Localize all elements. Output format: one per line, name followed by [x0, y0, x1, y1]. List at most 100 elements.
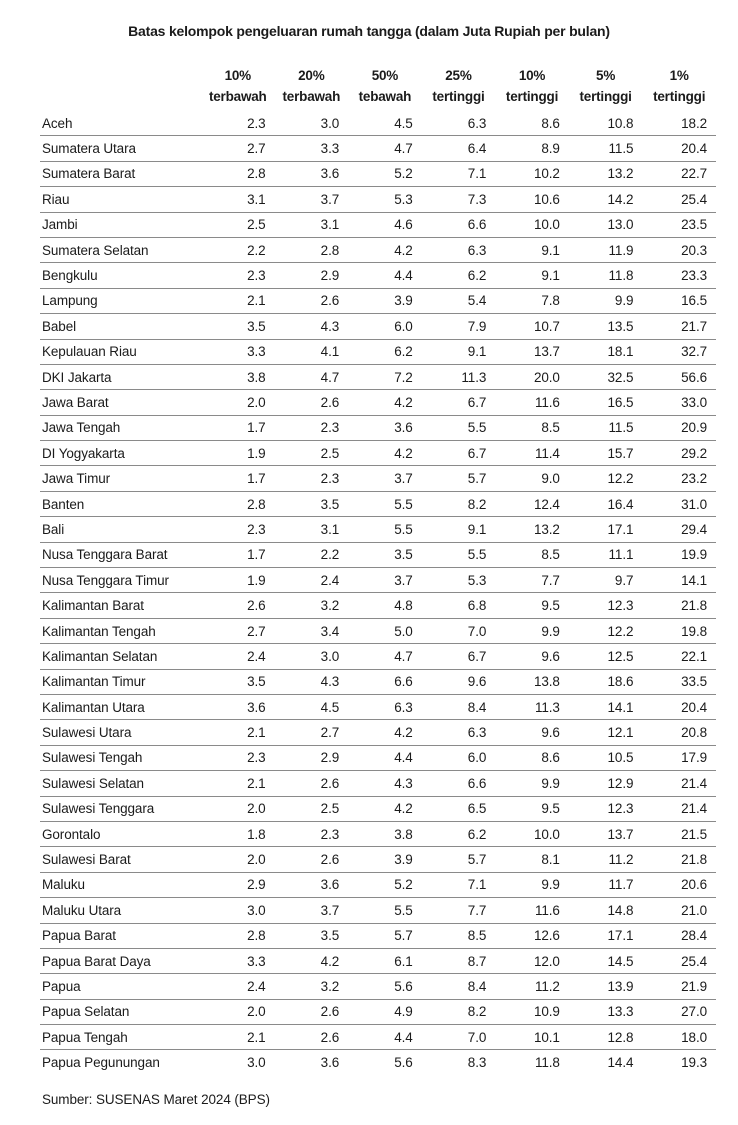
- value-cell: 10.5: [607, 750, 634, 766]
- value-cell: 9.5: [541, 598, 560, 614]
- value-cell: 20.3: [681, 242, 707, 258]
- column-header-group: tertinggi: [505, 89, 559, 104]
- value-cell: 14.5: [607, 953, 634, 969]
- value-cell: 5.7: [467, 852, 487, 868]
- value-cell: 6.6: [394, 674, 413, 690]
- province-name: Papua Barat: [42, 928, 116, 944]
- value-cell: 2.7: [320, 725, 340, 741]
- table-row: Sumatera Selatan 2.2 2.8 4.2 6.3 9.1 11.9 20.3: [40, 237, 716, 262]
- value-cell: 7.0: [467, 1029, 487, 1045]
- province-name: Kalimantan Timur: [42, 674, 146, 690]
- table-row: Sulawesi Barat 2.0 2.6 3.9 5.7 8.1 11.2 21.8: [40, 846, 716, 872]
- value-cell: 12.4: [533, 496, 560, 512]
- value-cell: 2.8: [247, 166, 266, 182]
- value-cell: 20.9: [681, 420, 707, 436]
- value-cell: 2.9: [247, 877, 266, 893]
- value-cell: 20.6: [681, 877, 707, 893]
- value-cell: 6.2: [394, 344, 413, 360]
- value-cell: 11.1: [608, 547, 634, 563]
- column-header-group: terbawah: [208, 89, 267, 104]
- value-cell: 21.9: [681, 978, 707, 994]
- value-cell: 11.2: [534, 978, 560, 994]
- value-cell: 12.3: [607, 598, 634, 614]
- value-cell: 17.9: [681, 750, 707, 766]
- column-header-group: tertinggi: [432, 89, 485, 104]
- value-cell: 4.3: [320, 674, 340, 690]
- table-row: Riau 3.1 3.7 5.3 7.3 10.6 14.2 25.4: [40, 186, 716, 212]
- column-header-group: tebawah: [358, 89, 412, 104]
- value-cell: 14.1: [681, 572, 707, 588]
- value-cell: 14.1: [607, 699, 634, 715]
- value-cell: 11.6: [534, 394, 560, 410]
- value-cell: 7.7: [467, 902, 487, 918]
- value-cell: 6.6: [467, 775, 487, 791]
- value-cell: 9.1: [467, 344, 487, 360]
- province-name: Sumatera Utara: [42, 141, 136, 157]
- value-cell: 5.3: [394, 191, 413, 207]
- value-cell: 7.7: [541, 572, 560, 588]
- province-name: Papua Pegunungan: [42, 1055, 160, 1071]
- value-cell: 10.0: [533, 217, 560, 233]
- value-cell: 4.9: [394, 1004, 413, 1020]
- table-row: Kepulauan Riau 3.3 4.1 6.2 9.1 13.7 18.1 32.7: [40, 339, 716, 364]
- value-cell: 3.5: [320, 496, 340, 512]
- value-cell: 32.7: [681, 344, 707, 360]
- value-cell: 21.8: [681, 598, 707, 614]
- value-cell: 6.7: [467, 648, 487, 664]
- value-cell: 18.0: [681, 1029, 707, 1045]
- province-name: Babel: [42, 318, 77, 334]
- province-name: Jambi: [42, 217, 78, 233]
- value-cell: 3.6: [320, 166, 340, 182]
- province-name: Bengkulu: [42, 268, 98, 284]
- value-cell: 9.0: [541, 471, 560, 487]
- table-row: Sulawesi Tenggara 2.0 2.5 4.2 6.5 9.5 12.3 21.4: [40, 796, 716, 821]
- corner-cell: [40, 65, 201, 111]
- table-body: Aceh 2.3 3.0 4.5 6.3 8.6 10.8 18.2 Sumatera Utar…: [40, 111, 716, 1075]
- province-name: Papua Selatan: [42, 1004, 130, 1020]
- value-cell: 9.9: [541, 623, 560, 639]
- value-cell: 9.7: [614, 572, 634, 588]
- value-cell: 3.0: [247, 1055, 266, 1071]
- province-name: Sulawesi Utara: [42, 725, 132, 741]
- value-cell: 13.8: [533, 674, 560, 690]
- value-cell: 6.3: [467, 115, 487, 131]
- value-cell: 8.3: [467, 1055, 487, 1071]
- value-cell: 19.8: [681, 623, 707, 639]
- table-row: Jawa Tengah 1.7 2.3 3.6 5.5 8.5 11.5 20.9: [40, 415, 716, 440]
- value-cell: 5.6: [394, 978, 413, 994]
- expenditure-table: 10% terbawah 20% terbawah 50% tebawah 25% terti…: [40, 65, 716, 1075]
- value-cell: 4.3: [394, 775, 413, 791]
- value-cell: 2.4: [247, 978, 266, 994]
- value-cell: 3.2: [320, 978, 340, 994]
- value-cell: 16.4: [607, 496, 634, 512]
- value-cell: 3.6: [394, 420, 413, 436]
- value-cell: 3.5: [247, 674, 266, 690]
- value-cell: 4.4: [394, 268, 413, 284]
- value-cell: 18.1: [607, 344, 634, 360]
- table-header: 10% terbawah 20% terbawah 50% tebawah 25% terti…: [40, 65, 716, 111]
- province-name: Sulawesi Tenggara: [42, 801, 155, 817]
- value-cell: 4.2: [320, 953, 340, 969]
- value-cell: 5.5: [467, 420, 487, 436]
- value-cell: 8.2: [467, 496, 487, 512]
- value-cell: 8.6: [541, 115, 560, 131]
- province-name: Papua Tengah: [42, 1029, 128, 1045]
- value-cell: 10.6: [533, 191, 560, 207]
- value-cell: 2.0: [247, 1004, 266, 1020]
- value-cell: 12.2: [607, 471, 634, 487]
- value-cell: 2.5: [247, 217, 266, 233]
- table-row: Kalimantan Tengah 2.7 3.4 5.0 7.0 9.9 12.2 19.8: [40, 618, 716, 643]
- value-cell: 3.0: [247, 902, 266, 918]
- value-cell: 3.0: [320, 115, 340, 131]
- column-header: 10% terbawah: [201, 65, 275, 111]
- value-cell: 29.4: [681, 521, 707, 537]
- value-cell: 5.7: [394, 928, 413, 944]
- value-cell: 4.5: [320, 699, 340, 715]
- value-cell: 4.2: [394, 242, 413, 258]
- value-cell: 2.0: [247, 852, 266, 868]
- page-title: Batas kelompok pengeluaran rumah tangga …: [128, 23, 610, 39]
- table-row: Lampung 2.1 2.6 3.9 5.4 7.8 9.9 16.5: [40, 288, 716, 313]
- value-cell: 25.4: [681, 953, 707, 969]
- table-row: Kalimantan Timur 3.5 4.3 6.6 9.6 13.8 18.6 33.5: [40, 669, 716, 694]
- value-cell: 3.7: [394, 572, 413, 588]
